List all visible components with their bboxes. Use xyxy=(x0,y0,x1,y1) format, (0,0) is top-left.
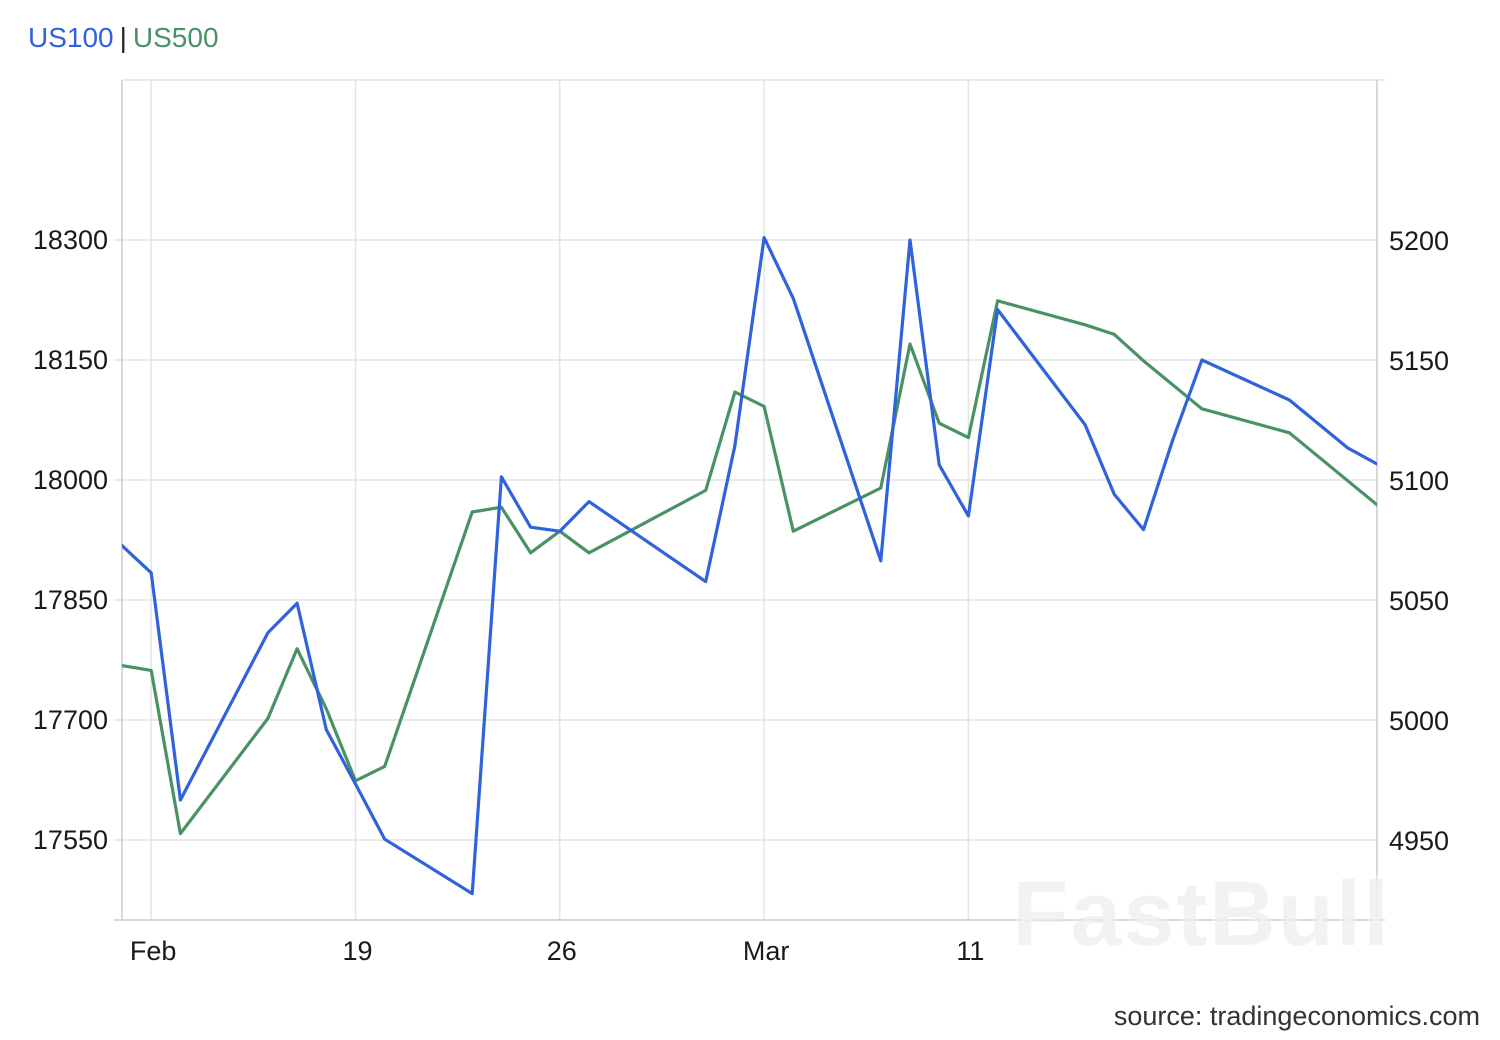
series-line-us100 xyxy=(122,236,1377,896)
legend: US100 | US500 xyxy=(28,22,219,54)
x-tick-label: Mar xyxy=(743,936,790,966)
y-right-tick-label: 5100 xyxy=(1389,466,1449,496)
y-left-tick-label: 18150 xyxy=(33,345,108,375)
y-left-tick-label: 17550 xyxy=(33,825,108,855)
series-lines xyxy=(122,236,1377,896)
y-right-tick-label: 5050 xyxy=(1389,586,1449,616)
axes xyxy=(114,79,1385,921)
y-right-tick-label: 5200 xyxy=(1389,226,1449,256)
y-right-tick-label: 5150 xyxy=(1389,346,1449,376)
y-left-tick-label: 18300 xyxy=(33,225,108,255)
x-tick-label: 26 xyxy=(547,936,577,966)
legend-us500[interactable]: US500 xyxy=(132,22,219,53)
watermark-logo: FastBull xyxy=(1012,863,1391,965)
legend-separator: | xyxy=(119,22,127,53)
y-right-tick-label: 4950 xyxy=(1389,826,1449,856)
x-tick-label: Feb xyxy=(130,936,177,966)
y-right-tick-label: 5000 xyxy=(1389,706,1449,736)
source-caption: source: tradingeconomics.com xyxy=(1113,1001,1480,1031)
tick-labels: Feb 19 26 Mar 11 17550 17700 17850 18000 18150 183… xyxy=(33,225,1449,966)
x-tick-label: 11 xyxy=(956,936,984,966)
y-left-tick-label: 17700 xyxy=(33,705,108,735)
series-line-us500 xyxy=(122,299,1377,836)
y-left-tick-label: 18000 xyxy=(33,465,108,495)
grid-lines xyxy=(114,80,1377,920)
x-tick-label: 19 xyxy=(342,936,372,966)
legend-us100[interactable]: US100 xyxy=(28,22,114,53)
y-left-tick-label: 17850 xyxy=(33,585,108,615)
